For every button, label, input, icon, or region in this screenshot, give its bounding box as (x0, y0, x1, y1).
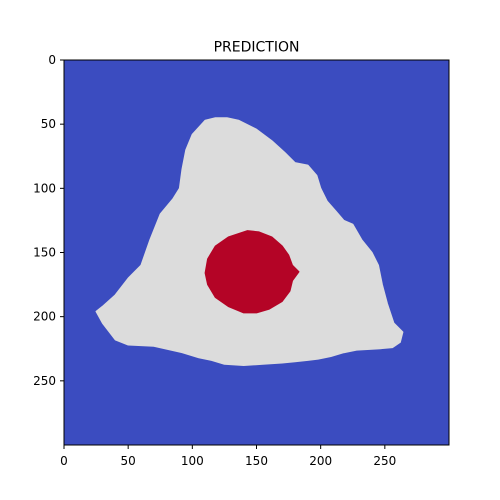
y-axis: 0 50 100 150 200 250 (33, 53, 64, 388)
y-tick-label: 200 (33, 310, 56, 324)
y-tick-label: 150 (33, 246, 56, 260)
inner-region (204, 230, 300, 314)
y-tick-label: 250 (33, 374, 56, 388)
x-tick-label: 150 (245, 454, 268, 468)
chart-title: PREDICTION (214, 40, 300, 56)
x-axis: 0 50 100 150 200 250 (60, 445, 396, 468)
x-tick-label: 250 (373, 454, 396, 468)
y-tick-label: 100 (33, 181, 56, 195)
x-tick-label: 0 (60, 454, 68, 468)
y-tick-label: 50 (41, 117, 56, 131)
y-tick-label: 0 (48, 53, 56, 67)
plot-area (63, 59, 450, 446)
x-tick-label: 50 (121, 454, 136, 468)
x-tick-label: 200 (309, 454, 332, 468)
x-tick-label: 100 (181, 454, 204, 468)
